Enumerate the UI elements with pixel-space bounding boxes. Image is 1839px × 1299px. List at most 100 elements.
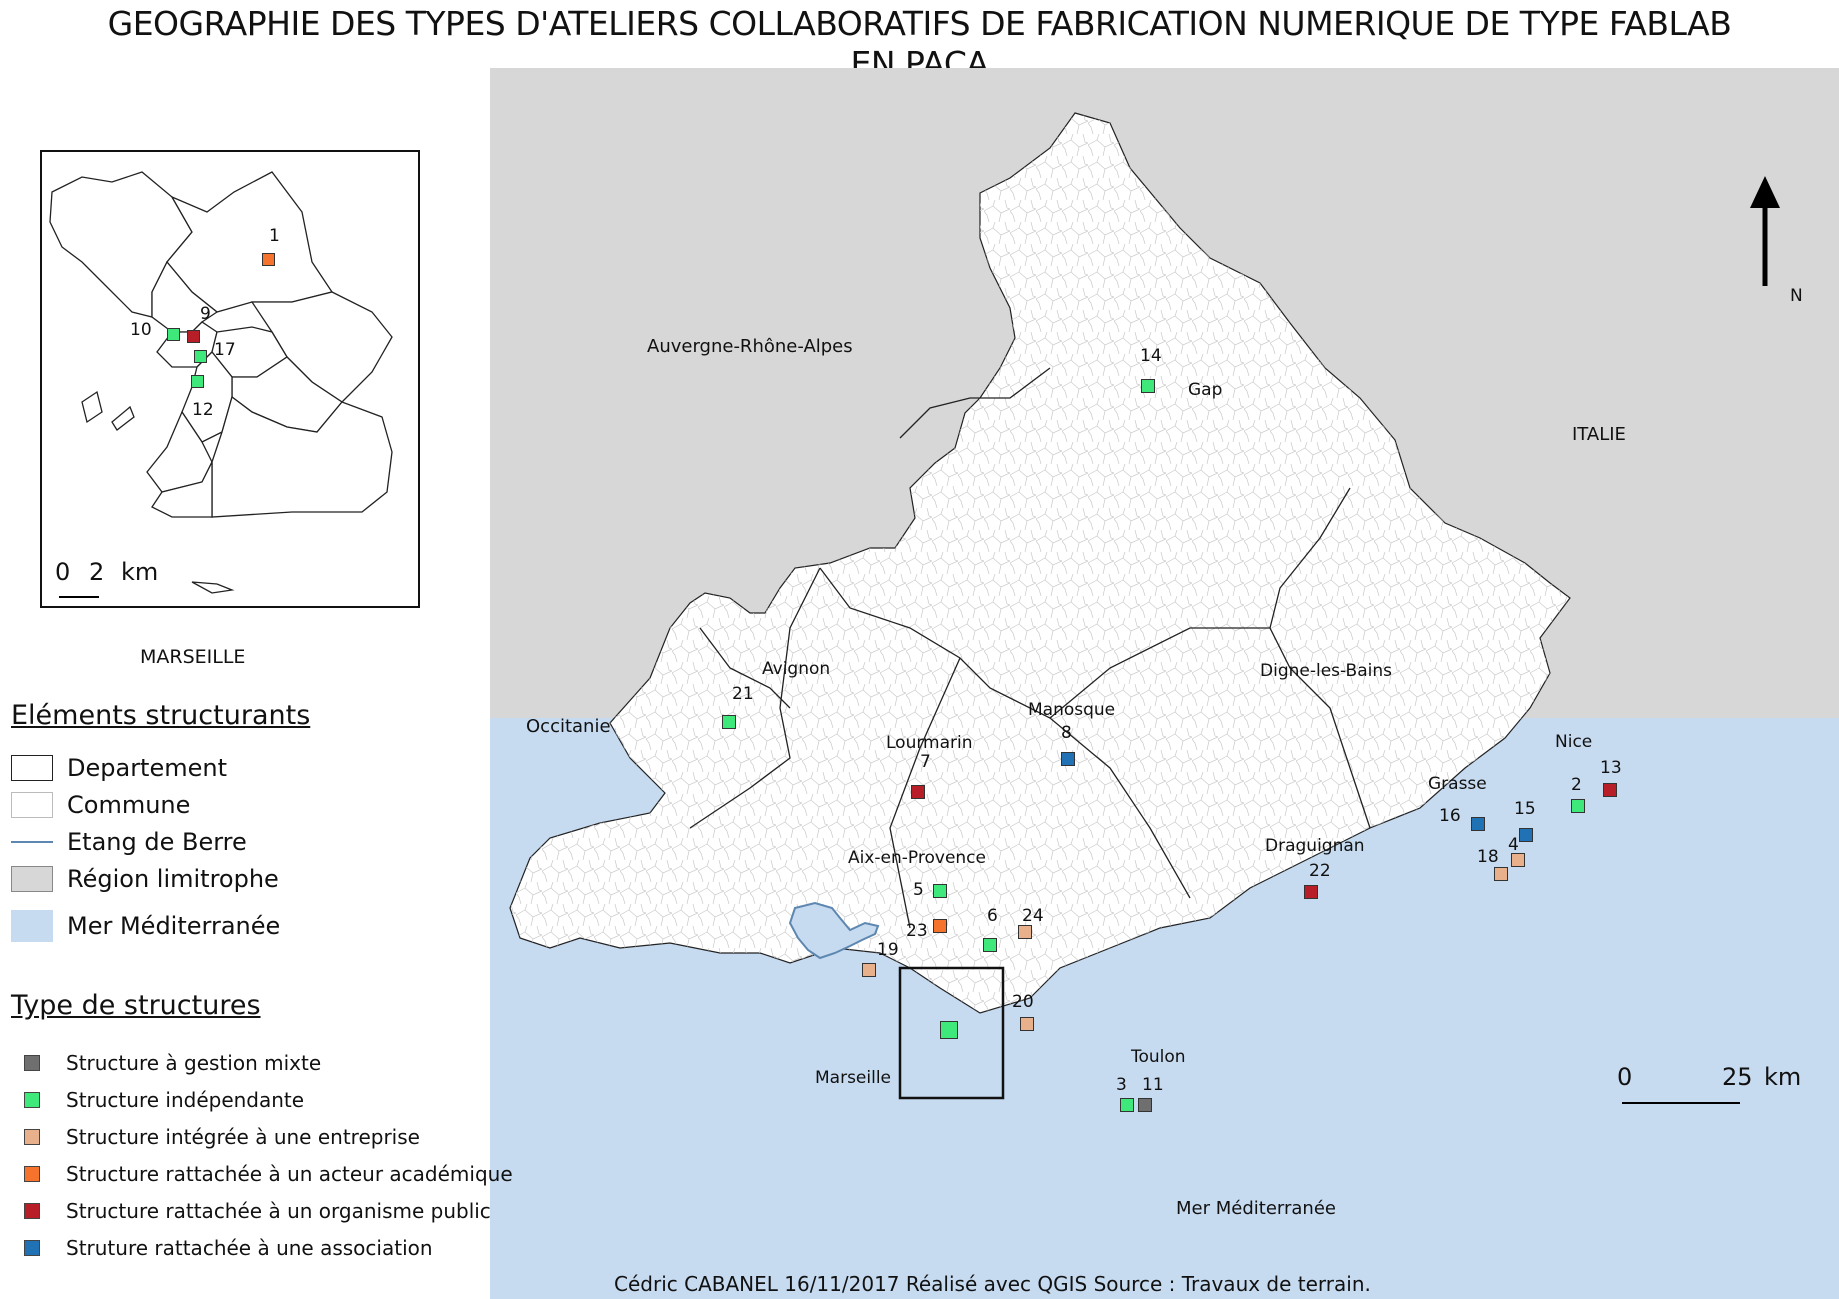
fablab-marker[interactable] bbox=[933, 884, 947, 898]
legend-type-entreprise: Structure intégrée à une entreprise bbox=[24, 1125, 420, 1149]
fablab-number: 7 bbox=[920, 752, 931, 772]
map-title-line1: GEOGRAPHIE DES TYPES D'ATELIERS COLLABOR… bbox=[107, 4, 1732, 43]
fablab-marker[interactable] bbox=[911, 785, 925, 799]
fablab-marker[interactable] bbox=[1603, 783, 1617, 797]
legend-type-mixte: Structure à gestion mixte bbox=[24, 1051, 321, 1075]
sea-area-east bbox=[1530, 741, 1839, 1299]
scale-end: 25 bbox=[1722, 1063, 1753, 1091]
legend-swatch bbox=[11, 841, 53, 843]
fablab-number: 18 bbox=[1477, 847, 1499, 867]
fablab-number: 14 bbox=[1140, 346, 1162, 366]
legend-label: Commune bbox=[67, 791, 191, 819]
main-map[interactable]: N 0 25 km Auvergne-Rhône-Alpes ITALIE Oc… bbox=[490, 68, 1839, 1299]
north-arrow-icon bbox=[1750, 176, 1780, 286]
north-label: N bbox=[1790, 286, 1803, 306]
etang-de-berre bbox=[788, 901, 880, 960]
legend-swatch bbox=[11, 910, 53, 942]
fablab-number: 6 bbox=[987, 906, 998, 926]
inset-fablab-number: 12 bbox=[192, 400, 214, 420]
fablab-marker[interactable] bbox=[1120, 1098, 1134, 1112]
inset-fablab-number: 9 bbox=[200, 304, 211, 324]
inset-fablab-marker[interactable] bbox=[262, 253, 275, 266]
marseille-inset-frame bbox=[898, 966, 1005, 1100]
scale-bar bbox=[1622, 1102, 1740, 1104]
city-label: Nice bbox=[1555, 732, 1593, 752]
fablab-marker[interactable] bbox=[1304, 885, 1318, 899]
inset-fablab-marker[interactable] bbox=[191, 375, 204, 388]
region-label: Mer Méditerranée bbox=[1176, 1198, 1336, 1219]
fablab-marker[interactable] bbox=[1471, 817, 1485, 831]
legend-item-commune: Commune bbox=[11, 791, 190, 819]
legend-structural-title: Eléments structurants bbox=[11, 700, 311, 731]
fablab-marker[interactable] bbox=[722, 715, 736, 729]
inset-map-marseille[interactable]: 1 9 10 17 12 0 2 km bbox=[40, 150, 420, 608]
fablab-marker[interactable] bbox=[1519, 828, 1533, 842]
fablab-marker[interactable] bbox=[1141, 379, 1155, 393]
legend-type-swatch bbox=[24, 1055, 40, 1071]
fablab-number: 8 bbox=[1061, 723, 1072, 743]
map-canvas bbox=[490, 112, 1839, 1299]
scale-start: 0 bbox=[1617, 1063, 1633, 1091]
fablab-marker[interactable] bbox=[1018, 925, 1032, 939]
city-label: Manosque bbox=[1028, 700, 1116, 720]
inset-scale-end: 2 bbox=[89, 558, 105, 586]
inset-fablab-marker[interactable] bbox=[167, 328, 180, 341]
legend-type-label: Structure intégrée à une entreprise bbox=[66, 1125, 420, 1149]
inset-caption: MARSEILLE bbox=[140, 646, 246, 668]
fablab-number: 2 bbox=[1571, 775, 1582, 795]
city-label: Toulon bbox=[1131, 1047, 1186, 1067]
city-label: Aix-en-Provence bbox=[848, 848, 986, 868]
fablab-number: 20 bbox=[1012, 992, 1034, 1012]
fablab-marker[interactable] bbox=[933, 919, 947, 933]
inset-map-canvas bbox=[49, 171, 393, 594]
city-label: Draguignan bbox=[1265, 836, 1365, 856]
region-label: Occitanie bbox=[526, 716, 611, 737]
department-boundaries bbox=[689, 367, 1371, 929]
inset-fablab-marker[interactable] bbox=[187, 330, 200, 343]
map-title: GEOGRAPHIE DES TYPES D'ATELIERS COLLABOR… bbox=[0, 4, 1839, 84]
legend-type-swatch bbox=[24, 1240, 40, 1256]
city-label: Grasse bbox=[1428, 774, 1487, 794]
fablab-number: 22 bbox=[1309, 861, 1331, 881]
inset-scale-unit: km bbox=[121, 558, 159, 586]
inset-fablab-number: 17 bbox=[214, 340, 236, 360]
legend-type-label: Structure à gestion mixte bbox=[66, 1051, 322, 1075]
legend-swatch bbox=[11, 755, 53, 781]
city-label: Lourmarin bbox=[886, 733, 973, 753]
fablab-number: 16 bbox=[1439, 806, 1461, 826]
legend-type-label: Structure rattachée à un organisme publi… bbox=[66, 1199, 491, 1223]
legend-type-swatch bbox=[24, 1203, 40, 1219]
legend-type-association: Struture rattachée à une association bbox=[24, 1236, 433, 1260]
inset-fablab-number: 10 bbox=[130, 320, 152, 340]
fablab-number: 19 bbox=[877, 940, 899, 960]
fablab-marker[interactable] bbox=[1020, 1017, 1034, 1031]
fablab-number: 5 bbox=[913, 880, 924, 900]
legend-type-label: Structure indépendante bbox=[66, 1088, 305, 1112]
legend-swatch bbox=[11, 866, 53, 892]
fablab-number: 21 bbox=[732, 684, 754, 704]
legend-type-swatch bbox=[24, 1092, 40, 1108]
marseille-marker[interactable] bbox=[940, 1021, 958, 1039]
inset-scale-start: 0 bbox=[55, 558, 71, 586]
legend-swatch bbox=[11, 792, 53, 818]
fablab-number: 13 bbox=[1600, 758, 1622, 778]
fablab-marker[interactable] bbox=[983, 938, 997, 952]
fablab-marker[interactable] bbox=[1138, 1098, 1152, 1112]
fablab-marker[interactable] bbox=[862, 963, 876, 977]
fablab-number: 15 bbox=[1514, 799, 1536, 819]
legend-label: Région limitrophe bbox=[67, 865, 279, 893]
inset-fablab-marker[interactable] bbox=[194, 350, 207, 363]
city-label: Gap bbox=[1188, 380, 1223, 400]
legend-label: Departement bbox=[67, 754, 227, 782]
fablab-marker[interactable] bbox=[1511, 853, 1525, 867]
region-label: ITALIE bbox=[1572, 424, 1626, 445]
fablab-marker[interactable] bbox=[1571, 799, 1585, 813]
legend-type-swatch bbox=[24, 1166, 40, 1182]
legend-label: Etang de Berre bbox=[67, 828, 247, 856]
fablab-marker[interactable] bbox=[1494, 867, 1508, 881]
fablab-marker[interactable] bbox=[1061, 752, 1075, 766]
fablab-number: 3 bbox=[1116, 1075, 1127, 1095]
map-credits: Cédric CABANEL 16/11/2017 Réalisé avec Q… bbox=[614, 1272, 1371, 1296]
legend-item-region: Région limitrophe bbox=[11, 865, 279, 893]
legend-label: Mer Méditerranée bbox=[67, 912, 281, 940]
